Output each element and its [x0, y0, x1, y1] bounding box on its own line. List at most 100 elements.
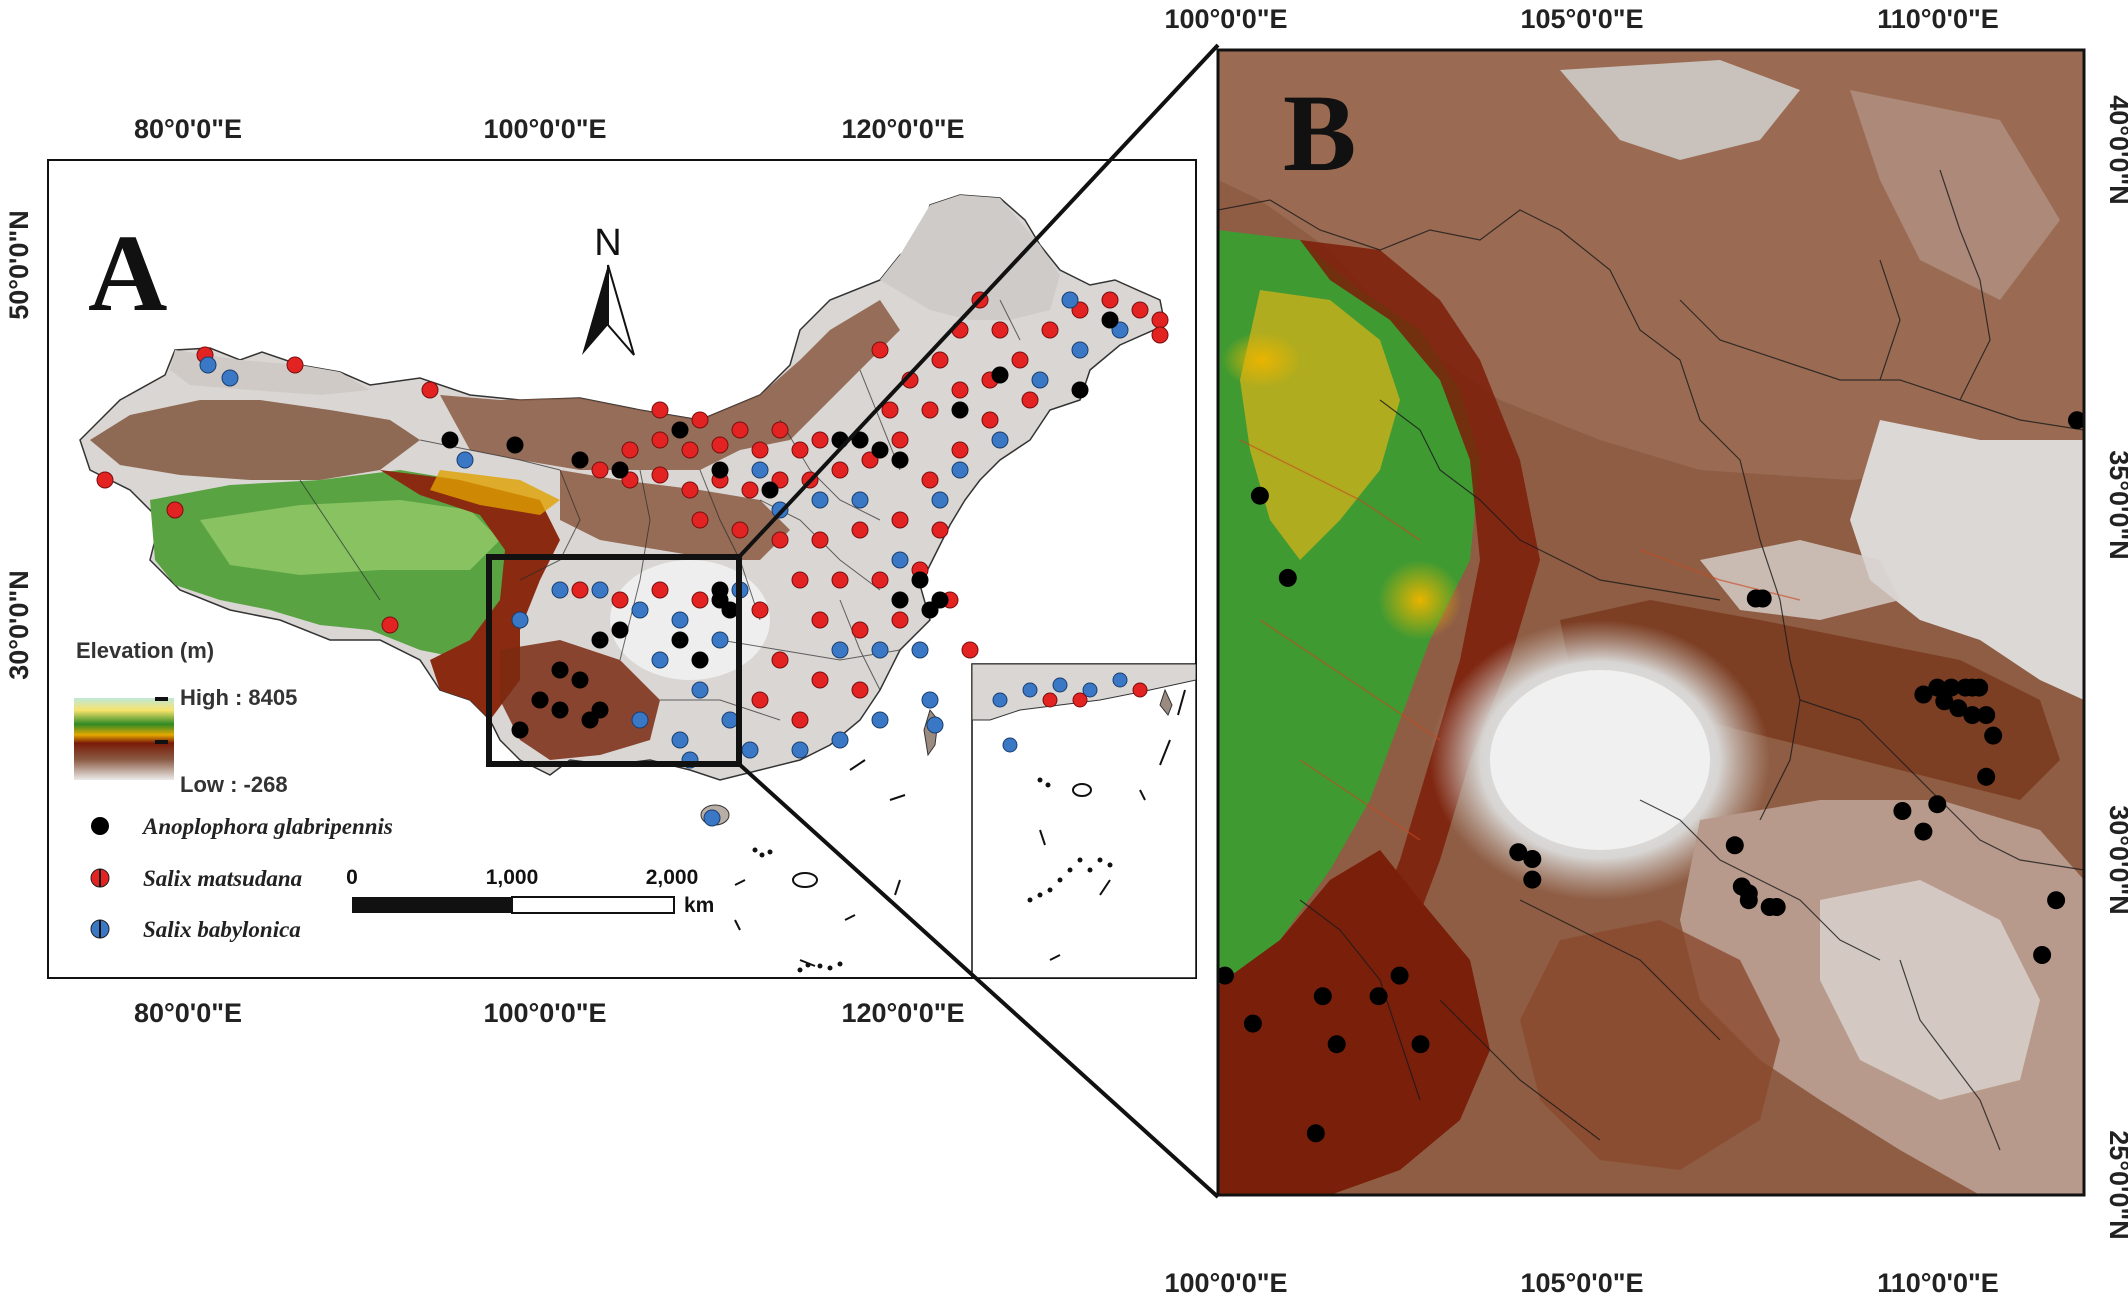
- southwest-mountains: [1218, 850, 1490, 1195]
- occurrence-point: [1928, 678, 1947, 697]
- occurrence-point: [1218, 966, 1234, 985]
- occurrence-point: [1970, 678, 1989, 697]
- occurrence-point: [1928, 795, 1947, 814]
- tick-label: 100°0'0"E: [1164, 1268, 1287, 1298]
- north-label: N: [594, 222, 621, 264]
- occurrence-point: [1411, 1035, 1430, 1054]
- tick-label: 50°0'0"N: [4, 210, 34, 320]
- occurrence-point: [1243, 1014, 1262, 1033]
- occurrence-point: [2068, 411, 2084, 430]
- legend-species-label: Salix babylonica: [143, 917, 301, 942]
- occurrence-point: [1977, 767, 1996, 786]
- black-dot-icon: [91, 817, 109, 835]
- legend-item-babylonica: Salix babylonica: [90, 917, 301, 942]
- occurrence-point: [1914, 822, 1933, 841]
- panel-a: 80°0'0"E 100°0'0"E 120°0'0"E 80°0'0"E 10…: [4, 114, 1197, 1028]
- dzungarian-region: [170, 350, 370, 395]
- rivers-b: [1239, 439, 1801, 841]
- yunnan-highland: [500, 640, 660, 760]
- loess-region: [1218, 50, 2084, 480]
- tick-label: 120°0'0"E: [841, 114, 964, 144]
- occurrence-point: [1509, 843, 1528, 862]
- south-sea-islands: [734, 759, 906, 967]
- eastern-light-plain: [1850, 420, 2084, 700]
- rim-yellow: [430, 470, 560, 515]
- occurrence-point: [1327, 1035, 1346, 1054]
- north-light-patches: [1850, 90, 2060, 300]
- sichuan-basin-core: [1490, 670, 1710, 850]
- study-area-box: [486, 554, 742, 767]
- highland-yellow-1: [1222, 332, 1302, 388]
- occurrence-point: [1963, 706, 1982, 725]
- panel-a-bottom-ticks: 80°0'0"E 100°0'0"E 120°0'0"E: [134, 998, 965, 1028]
- southeast-light: [1820, 880, 2040, 1100]
- panel-letter-b: B: [1283, 72, 1356, 194]
- scale-label: 1,000: [486, 866, 539, 889]
- legend-high: High : 8405: [180, 685, 297, 710]
- tick-label: 80°0'0"E: [134, 998, 242, 1028]
- scale-label: 2,000: [646, 866, 699, 889]
- tick-label: 30°0'0"N: [2104, 805, 2128, 915]
- tarim-basin: [90, 400, 420, 480]
- occurrence-point: [1313, 987, 1332, 1006]
- highland-yellow-2: [1378, 560, 1462, 640]
- legend-title: Elevation (m): [76, 638, 214, 663]
- occurrence-points-black: [441, 311, 1119, 739]
- tick-label: 40°0'0"N: [2104, 95, 2128, 205]
- occurrence-point: [1739, 891, 1758, 910]
- occurrence-point: [1369, 987, 1388, 1006]
- occurrence-point: [1942, 678, 1961, 697]
- panel-b: B 100°0'0"E 105°0'0"E 110°0'0"E 100°0'0"…: [1164, 4, 2128, 1298]
- tick-label: 35°0'0"N: [2104, 450, 2128, 560]
- tick-label: 105°0'0"E: [1520, 4, 1643, 34]
- occurrence-point: [1306, 1124, 1325, 1143]
- occurrence-point: [2033, 946, 2052, 964]
- manchuria: [880, 195, 1060, 320]
- panel-b-frame: [1216, 48, 2086, 1197]
- legend-species-label: Salix matsudana: [143, 866, 302, 891]
- occurrence-point: [2047, 891, 2066, 910]
- north-arrow-icon: [582, 265, 608, 355]
- elevation-ramp: [74, 698, 174, 780]
- occurrence-point: [1914, 685, 1933, 704]
- occurrence-point: [1523, 870, 1542, 889]
- central-mountains: [560, 470, 790, 560]
- occurrence-point: [1984, 726, 2003, 745]
- zoom-connector-lines: [737, 43, 1220, 1199]
- scale-label: 0: [346, 866, 358, 889]
- panel-letter-a: A: [88, 212, 167, 334]
- occurrence-point: [1949, 699, 1968, 718]
- legend-item-anoplophora: Anoplophora glabripennis: [91, 814, 393, 839]
- occurrence-point: [1390, 966, 1409, 985]
- guizhou-brown: [1520, 920, 1780, 1170]
- occurrence-point: [1278, 568, 1297, 587]
- occurrence-point: [1935, 692, 1954, 711]
- plateau-highlights: [200, 500, 500, 575]
- occurrence-point: [1767, 898, 1786, 916]
- panel-b-top-ticks: 100°0'0"E 105°0'0"E 110°0'0"E: [1164, 4, 1998, 34]
- tick-label: 100°0'0"E: [483, 998, 606, 1028]
- occurrence-point: [1753, 589, 1772, 608]
- legend: Elevation (m) High : 8405 Low : -268 Ano…: [74, 638, 393, 942]
- tick-label: 80°0'0"E: [134, 114, 242, 144]
- tick-label: 30°0'0"N: [4, 570, 34, 680]
- tick-label: 110°0'0"E: [1877, 1268, 1999, 1298]
- desert-light-area: [1560, 60, 1800, 160]
- tick-label: 25°0'0"N: [2104, 1130, 2128, 1240]
- legend-species-label: Anoplophora glabripennis: [141, 814, 393, 839]
- south-china-sea-inset: [971, 663, 1196, 978]
- island-dots: [752, 847, 843, 973]
- panel-b-right-ticks: 40°0'0"N 35°0'0"N 30°0'0"N 25°0'0"N: [2104, 95, 2128, 1240]
- inset-content: [972, 664, 1196, 961]
- occurrence-point: [1523, 850, 1542, 868]
- tick-label: 100°0'0"E: [483, 114, 606, 144]
- tick-label: 110°0'0"E: [1877, 4, 1999, 34]
- legend-low: Low : -268: [180, 772, 288, 797]
- panel-a-top-ticks: 80°0'0"E 100°0'0"E 120°0'0"E: [134, 114, 965, 144]
- scale-unit: km: [684, 894, 714, 917]
- tick-label: 100°0'0"E: [1164, 4, 1287, 34]
- occurrence-points-blue: [199, 291, 1129, 827]
- scale-bar: 0 1,000 2,000 km: [346, 866, 714, 917]
- occurrence-point: [1893, 802, 1912, 820]
